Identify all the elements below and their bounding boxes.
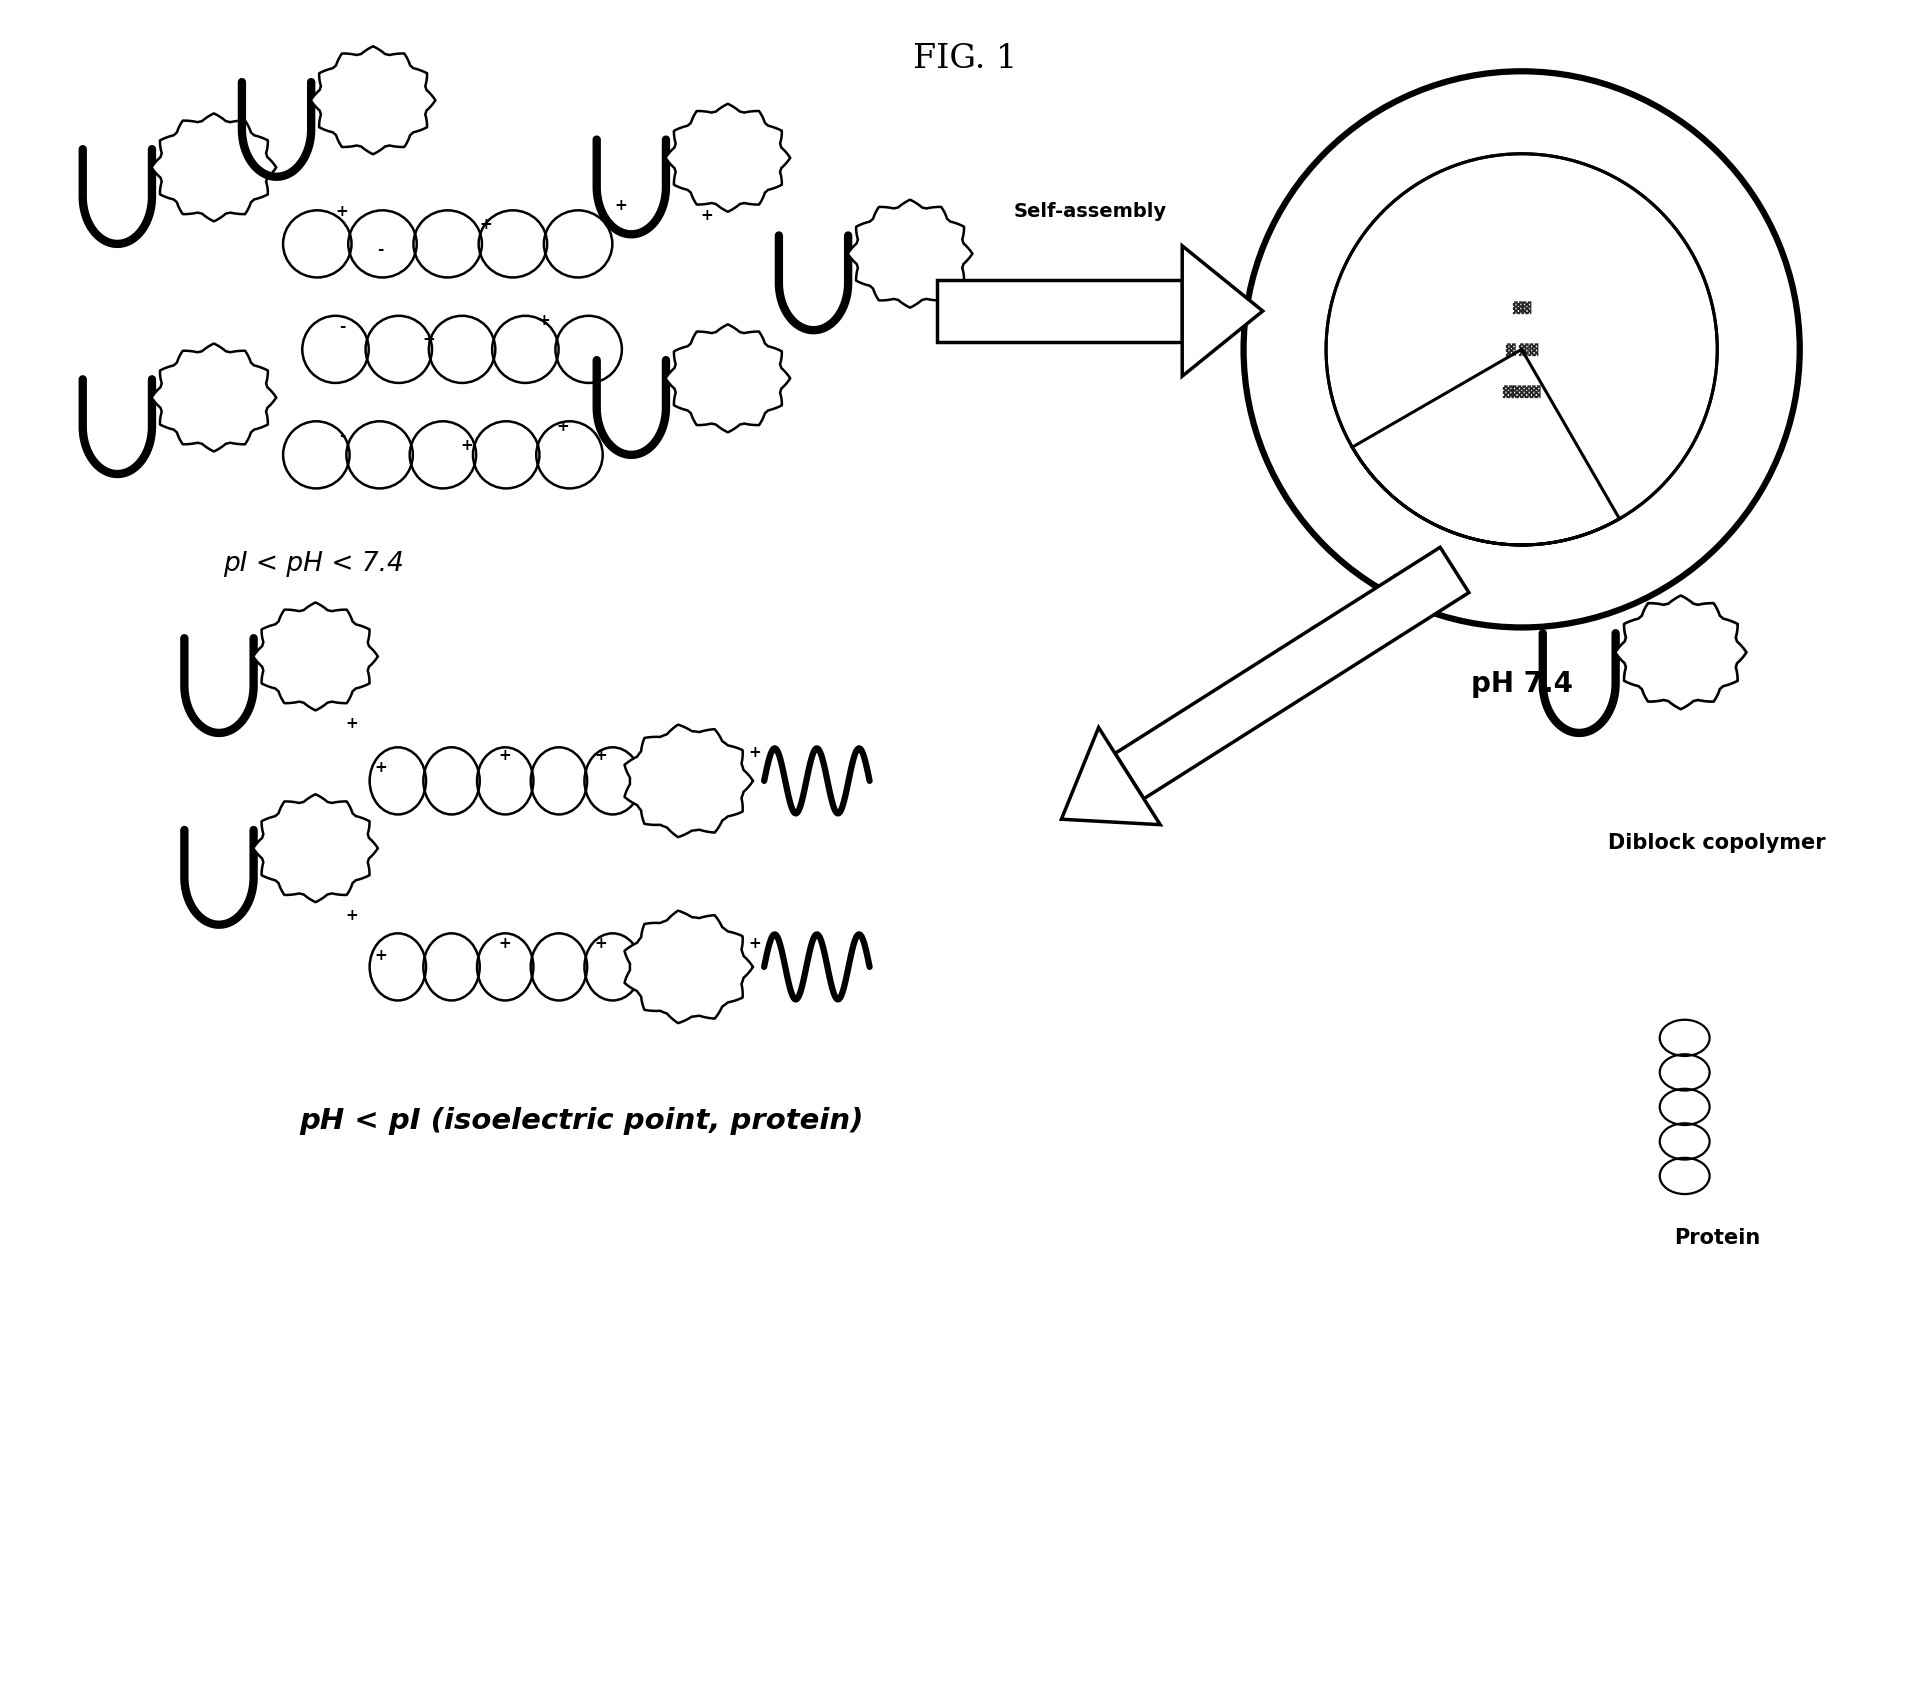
- Text: ▓▓▓▓: ▓▓▓▓: [1502, 385, 1540, 399]
- Polygon shape: [847, 200, 973, 307]
- Polygon shape: [623, 911, 753, 1023]
- Text: +: +: [374, 760, 386, 775]
- Polygon shape: [1181, 246, 1262, 377]
- Polygon shape: [1615, 595, 1745, 709]
- Text: +: +: [498, 748, 511, 763]
- Text: -: -: [340, 427, 345, 443]
- Text: +: +: [594, 748, 608, 763]
- Polygon shape: [666, 324, 789, 432]
- Text: +: +: [747, 745, 760, 760]
- Text: ▓▓: ▓▓: [1511, 300, 1530, 314]
- Polygon shape: [253, 602, 378, 711]
- Polygon shape: [253, 794, 378, 902]
- Polygon shape: [1062, 728, 1160, 824]
- Text: ▓ ▓▓: ▓ ▓▓: [1503, 343, 1538, 356]
- Text: +: +: [374, 948, 386, 963]
- Polygon shape: [152, 114, 276, 220]
- Text: FIG. 1: FIG. 1: [913, 42, 1017, 75]
- Text: +: +: [336, 204, 349, 219]
- Text: -: -: [340, 319, 345, 334]
- Text: Diblock copolymer: Diblock copolymer: [1608, 833, 1826, 853]
- Text: pH 7.4: pH 7.4: [1471, 670, 1571, 697]
- Bar: [936, 280, 1181, 341]
- Text: Self-assembly: Self-assembly: [1013, 202, 1166, 220]
- Text: +: +: [423, 332, 434, 348]
- Text: +: +: [479, 217, 492, 232]
- Polygon shape: [666, 103, 789, 212]
- Text: +: +: [701, 207, 712, 222]
- Polygon shape: [623, 724, 753, 838]
- Text: +: +: [459, 438, 473, 453]
- Text: pH-Tuning: pH-Tuning: [1303, 572, 1405, 646]
- Polygon shape: [152, 344, 276, 451]
- Text: pH < pI (isoelectric point, protein): pH < pI (isoelectric point, protein): [299, 1107, 865, 1135]
- Text: +: +: [556, 419, 569, 434]
- Text: pI < pH < 7.4: pI < pH < 7.4: [224, 551, 403, 577]
- Text: +: +: [537, 314, 550, 327]
- Text: +: +: [498, 936, 511, 951]
- Text: +: +: [594, 936, 608, 951]
- Text: -: -: [376, 243, 384, 258]
- Polygon shape: [311, 46, 434, 154]
- Text: +: +: [747, 936, 760, 951]
- Text: +: +: [614, 198, 627, 214]
- Text: Protein: Protein: [1673, 1228, 1760, 1248]
- Text: +: +: [345, 716, 357, 731]
- Polygon shape: [1114, 548, 1469, 799]
- Text: +: +: [345, 907, 357, 923]
